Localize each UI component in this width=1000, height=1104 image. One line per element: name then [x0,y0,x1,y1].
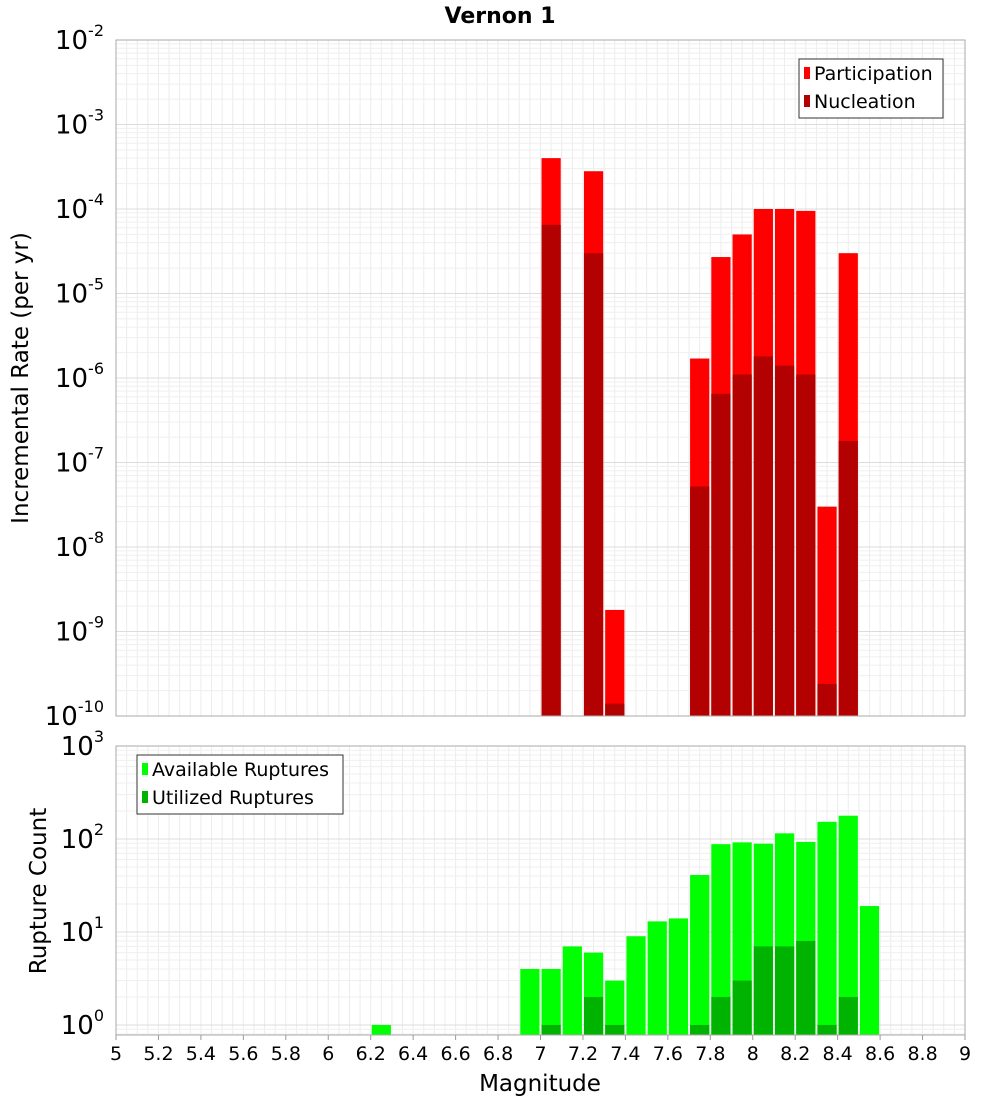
top-legend-label: Participation [814,63,933,85]
bottom-bar-a-1 [520,968,540,1035]
x-tick-label: 5.2 [143,1043,173,1065]
top-y-tick-label: 10-10 [45,697,104,732]
x-tick-label: 9 [959,1043,971,1065]
bottom-y-tick-label: 100 [61,1006,104,1041]
top-bar-b-4 [711,393,731,716]
bottom-bar-a-9 [690,874,710,1035]
x-tick-label: 7.8 [695,1043,725,1065]
x-tick-label: 5.8 [271,1043,301,1065]
top-bar-a-9 [817,506,837,716]
bottom-series-2 [541,940,858,1035]
x-tick-label: 6.8 [483,1043,513,1065]
x-tick-label: 5 [110,1043,122,1065]
bottom-bar-a-6 [626,936,646,1035]
bottom-bar-a-15 [817,821,837,1035]
bottom-y-tick-label: 101 [61,913,104,948]
bottom-bar-b-2 [605,1024,625,1035]
bottom-bar-a-17 [859,906,880,1035]
top-y-tick-label: 10-8 [55,528,104,563]
bottom-bar-b-0 [541,1024,561,1035]
top-bar-b-0 [541,224,561,716]
x-tick-label: 6 [322,1043,334,1065]
bottom-legend-swatch [142,763,148,775]
top-bar-b-2 [605,703,625,716]
x-tick-label: 8.6 [865,1043,895,1065]
bottom-bar-b-5 [732,980,752,1035]
top-y-tick-label: 10-3 [55,106,104,141]
x-tick-label: 8.4 [823,1043,853,1065]
top-plot-panel: 10-2 10-3 10-4 10-5 10-6 10-7 10-8 10-9 10-10 Par… [45,21,966,732]
bottom-bar-a-8 [668,918,689,1035]
x-tick-label: 7.2 [568,1043,598,1065]
top-y-tick-label: 10-6 [55,359,104,394]
top-y-tick-label: 10-9 [55,613,104,648]
bottom-bar-a-7 [647,921,667,1035]
top-legend: Participation Nucleation [798,58,944,119]
top-bar-b-6 [753,356,773,716]
top-bar-a-2 [605,609,625,716]
bottom-y-tick-label: 102 [61,820,104,855]
top-bar-b-10 [838,440,858,716]
top-gridlines [115,40,966,717]
bottom-bar-b-8 [796,940,816,1035]
top-bar-b-5 [732,374,752,716]
top-y-tick-label: 10-5 [55,275,104,310]
bottom-plot-panel: 103 102 101 100 Available Ruptures Utilized R… [61,727,971,1065]
bottom-legend-box [136,754,344,815]
x-tick-label: 6.2 [356,1043,386,1065]
x-tick-label: 6.6 [440,1043,470,1065]
x-tick-label: 7.6 [653,1043,683,1065]
bottom-bar-b-4 [711,996,731,1035]
top-legend-swatch [804,67,810,79]
x-tick-label: 5.4 [186,1043,216,1065]
x-tick-label: 7.4 [610,1043,640,1065]
bottom-bar-a-10 [711,844,731,1035]
top-legend-label: Nucleation [814,91,916,113]
bottom-bar-a-3 [562,946,582,1035]
x-tick-label: 5.6 [228,1043,258,1065]
top-bar-b-7 [774,365,795,716]
bottom-bar-b-3 [690,1024,710,1035]
top-plot-frame [115,39,966,717]
top-bar-b-3 [690,486,710,716]
top-bar-b-9 [817,683,837,716]
bottom-y-tick-label: 103 [61,727,104,762]
top-y-tick-label: 10-7 [55,444,104,479]
top-y-tick-label: 10-4 [55,190,104,225]
bottom-bar-b-1 [583,996,604,1035]
top-series-2 [541,224,858,716]
bottom-legend: Available Ruptures Utilized Ruptures [136,754,344,815]
top-y-tick-label: 10-2 [55,21,104,56]
x-tick-label: 8 [747,1043,759,1065]
x-axis-label: Magnitude [479,1071,601,1097]
top-legend-box [798,58,944,119]
bottom-bar-b-9 [817,1024,837,1035]
bottom-legend-label: Utilized Ruptures [152,787,314,809]
bottom-bar-b-10 [838,996,858,1035]
x-tick-label: 8.2 [780,1043,810,1065]
top-legend-swatch [804,95,810,107]
bottom-bar-b-6 [753,946,773,1035]
bottom-legend-label: Available Ruptures [152,759,329,781]
top-bar-b-8 [796,374,816,716]
bottom-bar-a-5 [605,980,625,1035]
x-tick-label: 7 [534,1043,546,1065]
bottom-bar-a-0 [371,1024,391,1035]
top-y-axis-label: Incremental Rate (per yr) [8,232,34,524]
bottom-bar-b-7 [774,946,795,1035]
bottom-y-axis-label: Rupture Count [26,808,52,974]
bottom-legend-swatch [142,791,148,803]
chart-title: Vernon 1 [445,4,556,29]
x-tick-label: 8.8 [907,1043,937,1065]
top-bar-b-1 [583,253,604,716]
x-tick-label: 6.4 [398,1043,428,1065]
bottom-bar-a-2 [541,968,561,1035]
bottom-bar-a-16 [838,815,858,1035]
